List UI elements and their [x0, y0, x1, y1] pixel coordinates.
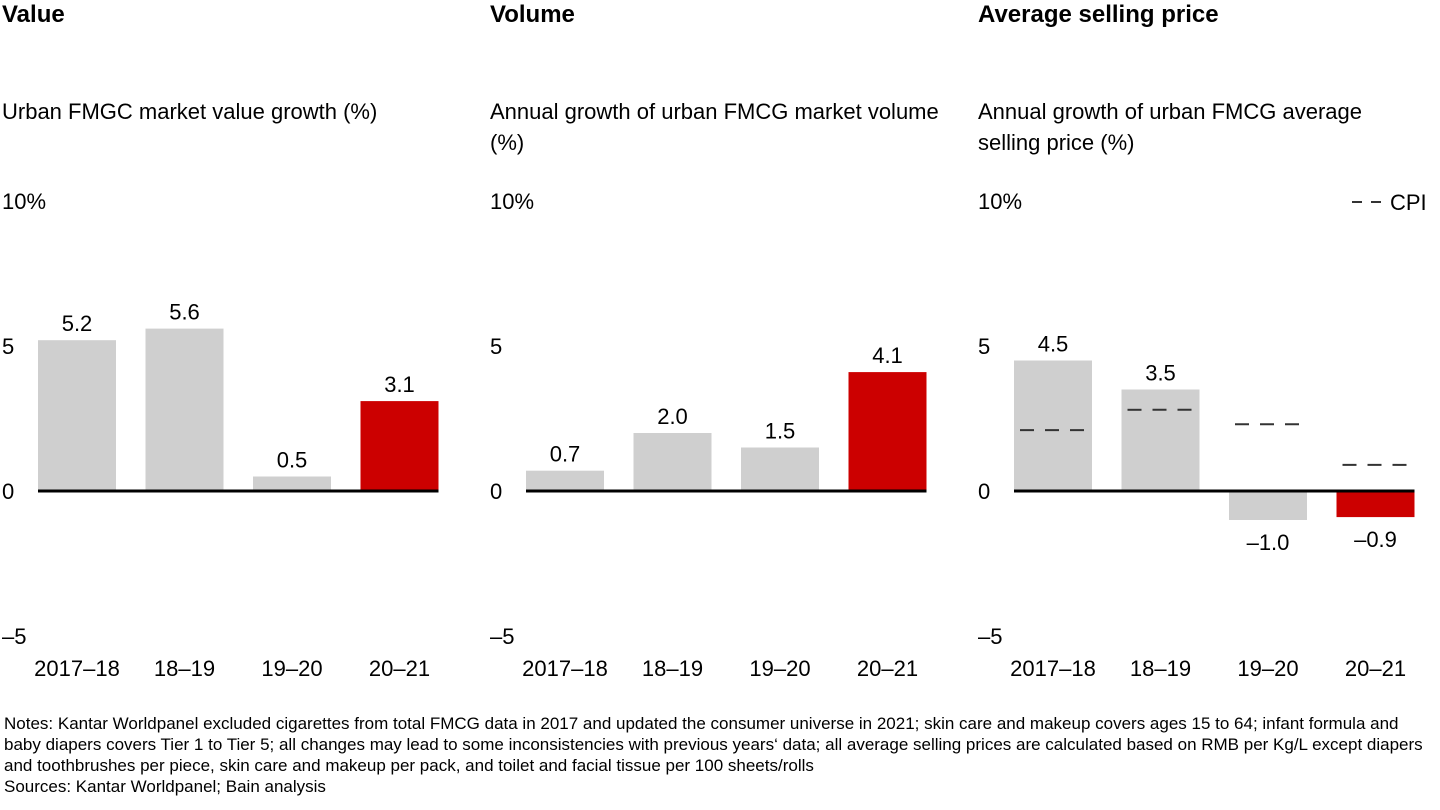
data-label: 3.5 — [1145, 361, 1176, 386]
bar — [38, 340, 116, 491]
panel-subtitle: Urban FMGC market value growth (%) — [2, 99, 378, 124]
data-label: 0.5 — [277, 448, 308, 473]
y-tick-label: 0 — [978, 479, 990, 504]
x-tick-label: 19–20 — [1237, 656, 1298, 681]
cpi-legend-label: CPI — [1390, 190, 1427, 215]
x-tick-label: 19–20 — [749, 656, 810, 681]
data-label: 4.5 — [1038, 332, 1069, 357]
x-tick-label: 19–20 — [261, 656, 322, 681]
bar — [741, 447, 819, 491]
y-tick-label: 0 — [2, 479, 14, 504]
panel-value: Value Urban FMGC market value growth (%)… — [2, 0, 472, 700]
x-tick-label: 2017–18 — [34, 656, 120, 681]
panel-title: Volume — [490, 1, 575, 28]
data-label: 4.1 — [872, 343, 903, 368]
bar — [360, 401, 439, 491]
asp-chart: 10% 5 0 –5 4.5 2017–18 3.5 18–19 –1.0 19–20 –0.9 20… — [978, 189, 1427, 681]
bar — [1336, 491, 1415, 518]
y-tick-label: –5 — [490, 624, 514, 649]
notes-text: Notes: Kantar Worldpanel excluded cigare… — [4, 714, 1423, 775]
x-tick-label: 2017–18 — [522, 656, 608, 681]
sources-text: Sources: Kantar Worldpanel; Bain analysi… — [4, 777, 326, 796]
y-tick-label: 5 — [978, 334, 990, 359]
x-tick-label: 2017–18 — [1010, 656, 1096, 681]
bar — [633, 433, 712, 491]
y-tick-label: –5 — [978, 624, 1002, 649]
y-tick-label: 10% — [490, 189, 534, 214]
x-tick-label: 20–21 — [369, 656, 430, 681]
footnotes: Notes: Kantar Worldpanel excluded cigare… — [4, 713, 1440, 797]
bar — [526, 470, 604, 491]
bar — [848, 372, 927, 491]
data-label: –0.9 — [1354, 527, 1397, 552]
data-label: 3.1 — [384, 372, 415, 397]
y-tick-label: 0 — [490, 479, 502, 504]
data-label: 0.7 — [550, 442, 581, 467]
bar — [1014, 360, 1092, 491]
x-tick-label: 20–21 — [857, 656, 918, 681]
panel-volume: Volume Annual growth of urban FMCG marke… — [490, 0, 960, 700]
panel-average-selling-price: Average selling price Annual growth of u… — [978, 0, 1440, 700]
y-tick-label: –5 — [2, 624, 26, 649]
bar — [145, 328, 224, 491]
x-tick-label: 18–19 — [154, 656, 215, 681]
value-chart: 10% 5 0 –5 5.2 2017–18 5.6 18–19 0.5 19–20 3.1 20–2… — [2, 189, 439, 681]
y-tick-label: 5 — [2, 334, 14, 359]
bar — [1229, 491, 1307, 520]
y-tick-label: 5 — [490, 334, 502, 359]
y-tick-label: 10% — [978, 189, 1022, 214]
panel-title: Average selling price — [978, 1, 1219, 28]
panel-subtitle: Annual growth of urban FMCG market volum… — [490, 99, 939, 155]
bar — [253, 476, 331, 491]
data-label: 2.0 — [657, 404, 688, 429]
data-label: 5.2 — [62, 311, 93, 336]
x-tick-label: 18–19 — [1130, 656, 1191, 681]
data-label: 1.5 — [765, 419, 796, 444]
volume-chart: 10% 5 0 –5 0.7 2017–18 2.0 18–19 1.5 19–20 4.1 20–2… — [490, 189, 927, 681]
x-tick-label: 18–19 — [642, 656, 703, 681]
data-label: –1.0 — [1247, 530, 1290, 555]
panel-subtitle: Annual growth of urban FMCG average sell… — [978, 99, 1362, 155]
bar — [1121, 389, 1200, 491]
y-tick-label: 10% — [2, 189, 46, 214]
data-label: 5.6 — [169, 300, 200, 325]
panel-title: Value — [2, 1, 65, 28]
x-tick-label: 20–21 — [1345, 656, 1406, 681]
